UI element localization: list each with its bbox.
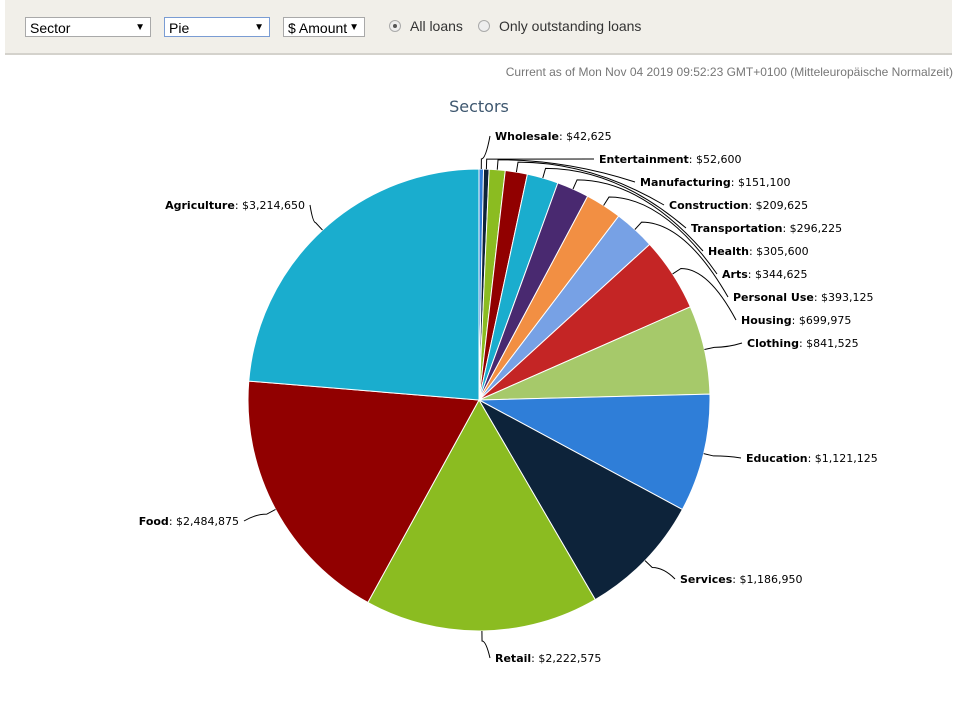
- measure-select[interactable]: $ Amount ▼: [283, 17, 365, 37]
- data-label: Education: $1,121,125: [746, 452, 878, 465]
- data-label-name: Clothing: [747, 337, 799, 350]
- dropdown-arrow-icon: ▼: [349, 22, 359, 33]
- data-label: Construction: $209,625: [669, 199, 808, 212]
- data-label: Personal Use: $393,125: [733, 291, 874, 304]
- dropdown-arrow-icon: ▼: [254, 22, 264, 33]
- radio-unchecked-icon: [478, 20, 490, 32]
- label-connector: [542, 167, 687, 229]
- label-connector: [603, 196, 718, 275]
- label-connector: [572, 179, 704, 252]
- dropdown-arrow-icon: ▼: [135, 22, 145, 33]
- radio-outstanding-label: Only outstanding loans: [499, 18, 642, 34]
- data-label-name: Personal Use: [733, 291, 814, 304]
- data-label-name: Wholesale: [495, 130, 559, 143]
- radio-checked-icon: [389, 20, 401, 32]
- data-label-value: : $1,121,125: [808, 452, 878, 465]
- radio-all-label: All loans: [410, 18, 463, 34]
- data-label-name: Entertainment: [599, 153, 689, 166]
- chart-title: Sectors: [449, 97, 509, 116]
- data-label-name: Retail: [495, 652, 531, 665]
- data-label-name: Services: [680, 573, 733, 586]
- chart-type-value: Pie: [169, 20, 190, 36]
- data-label-value: : $344,625: [748, 268, 808, 281]
- data-label: Food: $2,484,875: [139, 515, 239, 528]
- label-connector: [243, 508, 276, 522]
- data-label: Arts: $344,625: [722, 268, 807, 281]
- data-label-name: Education: [746, 452, 808, 465]
- data-label-name: Manufacturing: [640, 176, 731, 189]
- radio-all-loans[interactable]: All loans: [389, 18, 463, 34]
- data-label: Manufacturing: $151,100: [640, 176, 790, 189]
- data-label: Health: $305,600: [708, 245, 809, 258]
- data-label: Services: $1,186,950: [680, 573, 802, 586]
- data-label-name: Construction: [669, 199, 748, 212]
- pie-slice-retail[interactable]: [367, 398, 596, 632]
- data-label-value: : $2,222,575: [531, 652, 601, 665]
- data-label-name: Health: [708, 245, 749, 258]
- label-connector: [496, 159, 636, 183]
- data-label-value: : $1,186,950: [732, 573, 802, 586]
- data-label: Entertainment: $52,600: [599, 153, 742, 166]
- data-label-value: : $209,625: [748, 199, 808, 212]
- data-label-name: Transportation: [691, 222, 782, 235]
- data-label-value: : $151,100: [731, 176, 791, 189]
- data-label: Agriculture: $3,214,650: [165, 199, 305, 212]
- data-label-value: : $42,625: [559, 130, 612, 143]
- label-connector: [480, 135, 491, 170]
- pie-slice-agriculture[interactable]: [248, 168, 480, 401]
- label-connector: [634, 221, 729, 298]
- data-label-value: : $393,125: [814, 291, 874, 304]
- data-label: Housing: $699,975: [741, 314, 851, 327]
- data-label-name: Housing: [741, 314, 792, 327]
- data-label-value: : $2,484,875: [169, 515, 239, 528]
- data-label-name: Food: [139, 515, 169, 528]
- label-connector: [704, 342, 743, 351]
- data-label-value: : $52,600: [689, 153, 742, 166]
- radio-outstanding-loans[interactable]: Only outstanding loans: [478, 18, 641, 34]
- data-label-value: : $841,525: [799, 337, 859, 350]
- data-label-name: Arts: [722, 268, 748, 281]
- data-label: Wholesale: $42,625: [495, 130, 612, 143]
- label-connector: [309, 204, 323, 231]
- label-connector: [481, 630, 491, 659]
- data-label-name: Agriculture: [165, 199, 235, 212]
- data-label-value: : $3,214,650: [235, 199, 305, 212]
- data-label: Clothing: $841,525: [747, 337, 859, 350]
- data-label-value: : $305,600: [749, 245, 809, 258]
- group-by-select[interactable]: Sector ▼: [25, 17, 151, 37]
- data-label: Transportation: $296,225: [691, 222, 842, 235]
- data-label-value: : $296,225: [782, 222, 842, 235]
- toolbar: Sector ▼ Pie ▼ $ Amount ▼ All loans Only ou…: [5, 0, 952, 55]
- pie-slice-services[interactable]: [477, 398, 684, 601]
- timestamp: Current as of Mon Nov 04 2019 09:52:23 G…: [505, 65, 953, 79]
- label-connector: [485, 158, 595, 170]
- label-connector: [703, 453, 742, 459]
- data-label-value: : $699,975: [792, 314, 852, 327]
- group-by-value: Sector: [30, 20, 71, 36]
- label-connector: [515, 161, 665, 206]
- measure-value: $ Amount: [288, 20, 348, 36]
- label-connector: [644, 560, 676, 580]
- chart-type-select[interactable]: Pie ▼: [164, 17, 270, 37]
- data-label: Retail: $2,222,575: [495, 652, 601, 665]
- label-connector: [672, 267, 737, 321]
- pie-slice-food[interactable]: [247, 380, 480, 604]
